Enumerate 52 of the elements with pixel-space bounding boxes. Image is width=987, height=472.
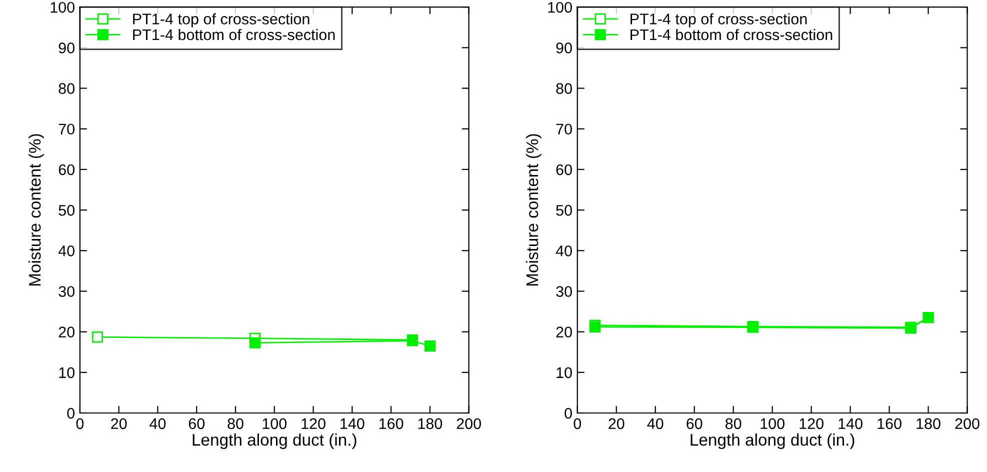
- y-tick-label: 90: [556, 42, 572, 54]
- y-tick-label: 50: [556, 204, 572, 216]
- y-tick-label: 70: [556, 124, 572, 135]
- y-tick-label: 100: [50, 2, 74, 13]
- y-axis-title: Moisture content (%): [526, 134, 542, 286]
- x-tick-label: 20: [608, 418, 624, 430]
- y-tick-label: 40: [556, 246, 572, 256]
- x-tick-label: 160: [878, 418, 902, 430]
- legend-label: PT1-4 top of cross-section: [630, 13, 807, 28]
- y-tick-label: 10: [556, 367, 572, 378]
- legend-label: PT1-4 bottom of cross-section: [133, 28, 335, 40]
- x-tick-label: 180: [418, 418, 442, 430]
- x-tick-label: 200: [456, 418, 481, 430]
- legend-label: PT1-4 top of cross-section: [133, 13, 310, 28]
- x-tick-label: 140: [838, 418, 862, 430]
- x-tick-label: 40: [647, 418, 664, 430]
- x-tick-label: 80: [228, 418, 244, 430]
- x-tick-label: 120: [800, 418, 824, 430]
- y-tick-label: 0: [564, 408, 572, 419]
- x-tick-label: 20: [111, 418, 127, 430]
- x-tick-label: 80: [726, 418, 742, 430]
- y-tick-label: 50: [58, 204, 74, 216]
- y-tick-label: 20: [58, 326, 74, 338]
- x-tick-label: 100: [262, 418, 287, 430]
- y-tick-label: 30: [556, 286, 572, 297]
- y-tick-label: 30: [58, 286, 74, 297]
- y-tick-label: 20: [556, 326, 572, 338]
- y-tick-label: 60: [58, 164, 74, 176]
- legend-label: PT1-4 bottom of cross-section: [630, 28, 832, 40]
- y-tick-label: 60: [556, 164, 572, 176]
- y-tick-label: 10: [59, 367, 74, 378]
- x-tick-label: 60: [686, 418, 702, 430]
- y-tick-label: 40: [58, 246, 74, 256]
- x-tick-label: 160: [379, 418, 404, 430]
- x-tick-label: 200: [955, 418, 980, 430]
- y-tick-label: 80: [58, 83, 74, 94]
- y-tick-label: 90: [58, 42, 74, 54]
- y-tick-label: 0: [67, 408, 74, 419]
- y-tick-label: 100: [548, 2, 572, 13]
- x-tick-label: 60: [188, 418, 205, 430]
- x-axis-title: Length along duct (in.): [192, 433, 356, 450]
- x-tick-label: 120: [302, 418, 326, 430]
- x-tick-label: 180: [916, 418, 940, 430]
- x-tick-label: 40: [150, 418, 166, 430]
- x-tick-label: 140: [340, 418, 364, 430]
- y-tick-label: 70: [58, 124, 74, 135]
- x-tick-label: 100: [760, 418, 784, 430]
- x-tick-label: 0: [76, 418, 84, 430]
- x-tick-label: 0: [574, 418, 582, 430]
- y-tick-label: 80: [556, 83, 572, 94]
- y-axis-title: Moisture content (%): [28, 134, 44, 286]
- x-axis-title: Length along duct (in.): [690, 433, 854, 450]
